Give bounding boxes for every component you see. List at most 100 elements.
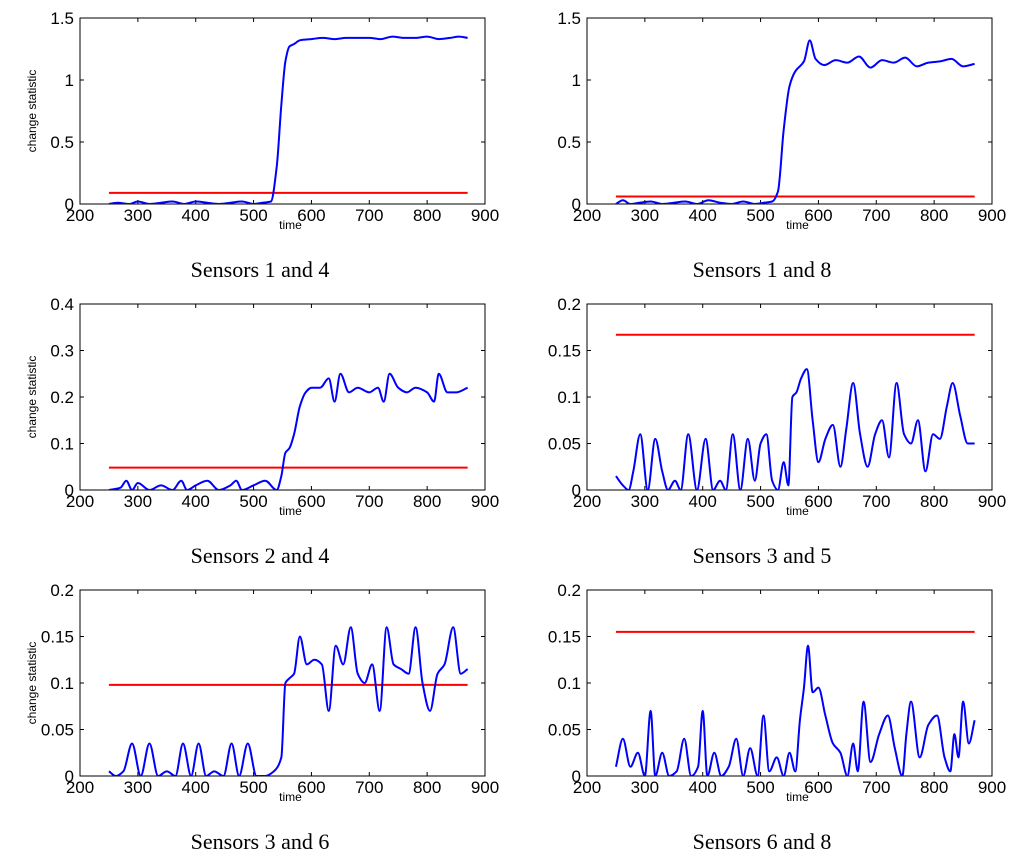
x-tick-label: 600	[297, 206, 325, 225]
y-tick-label: 0.3	[50, 342, 74, 361]
change-statistic-line	[615, 368, 975, 490]
x-tick-label: 800	[920, 778, 948, 797]
x-tick-label: 200	[66, 778, 94, 797]
panel-caption: Sensors 3 and 5	[693, 543, 832, 568]
x-tick-label: 500	[239, 492, 267, 511]
x-tick-label: 600	[297, 492, 325, 511]
x-tick-label: 600	[804, 206, 832, 225]
x-tick-label: 500	[746, 206, 774, 225]
x-tick-label: 400	[689, 206, 717, 225]
x-tick-label: 700	[862, 492, 890, 511]
x-tick-label: 500	[239, 778, 267, 797]
y-tick-label: 0.05	[548, 435, 581, 454]
y-axis-label: change statistic	[25, 70, 39, 153]
x-axis-label: time	[279, 218, 302, 232]
x-tick-label: 300	[124, 492, 152, 511]
x-tick-label: 500	[746, 492, 774, 511]
panel-1: 200 300 400 500 600 700 800 900 0 0.5 1 1.5 time chan…	[25, 9, 499, 282]
x-tick-label: 800	[413, 492, 441, 511]
x-axis-label: time	[786, 504, 809, 518]
x-tick-label: 700	[355, 778, 383, 797]
y-tick-label: 0.05	[548, 721, 581, 740]
x-tick-label: 800	[413, 206, 441, 225]
panel-5: 200 300 400 500 600 700 800 900 0 0.05 0.1 0.15 0.2 t…	[25, 581, 499, 854]
y-axis-label: change statistic	[25, 356, 39, 439]
x-tick-label: 300	[631, 492, 659, 511]
x-tick-label: 200	[66, 492, 94, 511]
y-tick-label: 0.5	[557, 133, 581, 152]
y-tick-label: 0	[572, 195, 581, 214]
y-tick-label: 0.15	[548, 628, 581, 647]
panel-6: 200 300 400 500 600 700 800 900 0 0.05 0.1 0.15 0.2 t…	[548, 581, 1006, 854]
change-statistic-line	[615, 39, 975, 204]
x-tick-label: 800	[920, 492, 948, 511]
x-tick-label: 500	[239, 206, 267, 225]
change-statistic-line	[108, 35, 468, 204]
y-tick-label: 0	[572, 481, 581, 500]
panel-caption: Sensors 3 and 6	[191, 829, 330, 854]
x-tick-label: 900	[471, 206, 499, 225]
panel-4: 200 300 400 500 600 700 800 900 0 0.05 0.1 0.15 0.2 t…	[548, 295, 1006, 568]
x-tick-label: 600	[804, 492, 832, 511]
x-tick-label: 400	[689, 492, 717, 511]
y-tick-label: 0.1	[557, 388, 581, 407]
x-tick-label: 700	[355, 206, 383, 225]
x-tick-label: 700	[862, 778, 890, 797]
y-tick-label: 0.15	[548, 342, 581, 361]
x-tick-label: 400	[182, 492, 210, 511]
y-axis-label: change statistic	[25, 642, 39, 725]
y-tick-label: 0.05	[41, 721, 74, 740]
panel-3: 200 300 400 500 600 700 800 900 0 0.1 0.2 0.3 0.4 tim…	[25, 295, 499, 568]
panel-caption: Sensors 1 and 8	[693, 257, 832, 282]
x-tick-label: 900	[471, 778, 499, 797]
y-tick-label: 0.1	[50, 674, 74, 693]
x-tick-label: 800	[413, 778, 441, 797]
y-tick-label: 0	[572, 767, 581, 786]
y-tick-label: 0.15	[41, 628, 74, 647]
x-tick-label: 300	[631, 206, 659, 225]
y-tick-label: 0.2	[50, 581, 74, 600]
x-tick-label: 400	[182, 778, 210, 797]
panel-caption: Sensors 6 and 8	[693, 829, 832, 854]
panel-2: 200 300 400 500 600 700 800 900 0 0.5 1 1.5 time Sens…	[557, 9, 1006, 282]
x-tick-label: 700	[862, 206, 890, 225]
x-tick-label: 300	[631, 778, 659, 797]
plot-area	[586, 17, 993, 205]
y-tick-label: 1	[65, 71, 74, 90]
y-tick-label: 0.2	[50, 388, 74, 407]
y-tick-label: 0.2	[557, 295, 581, 314]
y-tick-label: 0.2	[557, 581, 581, 600]
y-tick-label: 1.5	[557, 9, 581, 28]
x-axis-label: time	[786, 790, 809, 804]
x-axis-label: time	[279, 504, 302, 518]
y-tick-label: 0.1	[50, 435, 74, 454]
y-tick-label: 0.1	[557, 674, 581, 693]
plot-area	[79, 17, 486, 205]
panel-caption: Sensors 1 and 4	[191, 257, 330, 282]
x-tick-label: 200	[573, 492, 601, 511]
change-statistic-line	[108, 372, 469, 490]
x-tick-label: 900	[978, 778, 1006, 797]
plot-area	[79, 303, 486, 491]
x-tick-label: 500	[746, 778, 774, 797]
x-tick-label: 300	[124, 778, 152, 797]
change-statistic-line	[108, 626, 469, 776]
x-tick-label: 300	[124, 206, 152, 225]
x-tick-label: 200	[573, 778, 601, 797]
x-tick-label: 200	[573, 206, 601, 225]
y-tick-label: 1	[572, 71, 581, 90]
y-tick-label: 0	[65, 195, 74, 214]
x-tick-label: 900	[978, 492, 1006, 511]
x-tick-label: 600	[297, 778, 325, 797]
x-axis-label: time	[786, 218, 809, 232]
x-tick-label: 400	[182, 206, 210, 225]
x-tick-label: 800	[920, 206, 948, 225]
x-tick-label: 200	[66, 206, 94, 225]
x-tick-label: 700	[355, 492, 383, 511]
y-tick-label: 0.4	[50, 295, 74, 314]
y-tick-label: 1.5	[50, 9, 74, 28]
change-statistic-line	[614, 644, 976, 776]
x-tick-label: 600	[804, 778, 832, 797]
x-tick-label: 400	[689, 778, 717, 797]
